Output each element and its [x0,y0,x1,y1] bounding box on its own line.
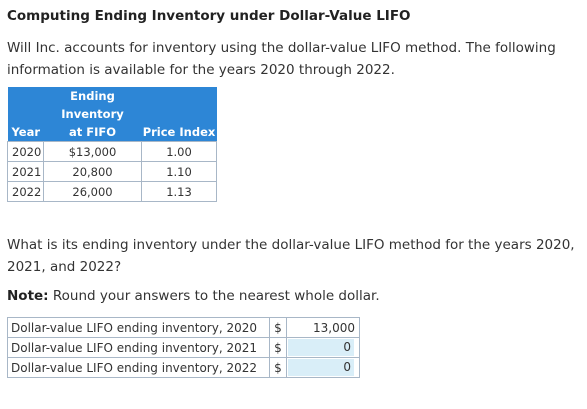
row-year: 2020 [7,141,44,162]
answer-currency: $ [269,337,287,358]
row-index: 1.00 [141,141,217,162]
answer-row: Dollar-value LIFO ending inventory, 2021… [7,337,360,358]
row-index: 1.10 [141,161,217,182]
answer-input-2021[interactable]: 0 [288,339,354,356]
answer-value-2020: 13,000 [286,317,360,338]
row-year: 2022 [7,181,44,202]
row-fifo: 26,000 [43,181,142,202]
row-fifo: $13,000 [43,141,142,162]
table-header-row: Year Ending Inventory at FIFO Price Inde… [7,87,217,142]
header-price-index-label: Price Index [142,125,216,139]
answer-cell-2021: 0 [286,337,360,358]
table-row: 2020 $13,000 1.00 [7,141,217,162]
answer-row: Dollar-value LIFO ending inventory, 2020… [7,317,360,338]
answer-currency: $ [269,317,287,338]
header-year-label: Year [11,125,41,139]
note-label: Note: [7,288,49,304]
row-index: 1.13 [141,181,217,202]
row-year: 2021 [7,161,44,182]
answer-label: Dollar-value LIFO ending inventory, 2021 [7,337,270,358]
answer-currency: $ [269,357,287,378]
answer-cell-2022: 0 [286,357,360,378]
problem-intro: Will Inc. accounts for inventory using t… [7,40,556,78]
header-price-index: Price Index [141,87,217,142]
table-row: 2022 26,000 1.13 [7,181,217,202]
header-fifo: Ending Inventory at FIFO [43,87,142,142]
header-fifo-line1: Ending Inventory [61,89,124,121]
note: Note: Round your answers to the nearest … [7,288,380,304]
header-year: Year [7,87,44,142]
answer-row: Dollar-value LIFO ending inventory, 2022… [7,357,360,378]
answer-label: Dollar-value LIFO ending inventory, 2020 [7,317,270,338]
note-text: Round your answers to the nearest whole … [48,288,380,304]
answer-label: Dollar-value LIFO ending inventory, 2022 [7,357,270,378]
row-fifo: 20,800 [43,161,142,182]
answer-table: Dollar-value LIFO ending inventory, 2020… [7,317,360,378]
answer-input-2022[interactable]: 0 [288,359,354,376]
inventory-table: Year Ending Inventory at FIFO Price Inde… [7,87,217,202]
question-text: What is its ending inventory under the d… [7,237,575,275]
table-row: 2021 20,800 1.10 [7,161,217,182]
header-fifo-line2: at FIFO [68,125,117,139]
problem-title: Computing Ending Inventory under Dollar-… [7,8,411,24]
